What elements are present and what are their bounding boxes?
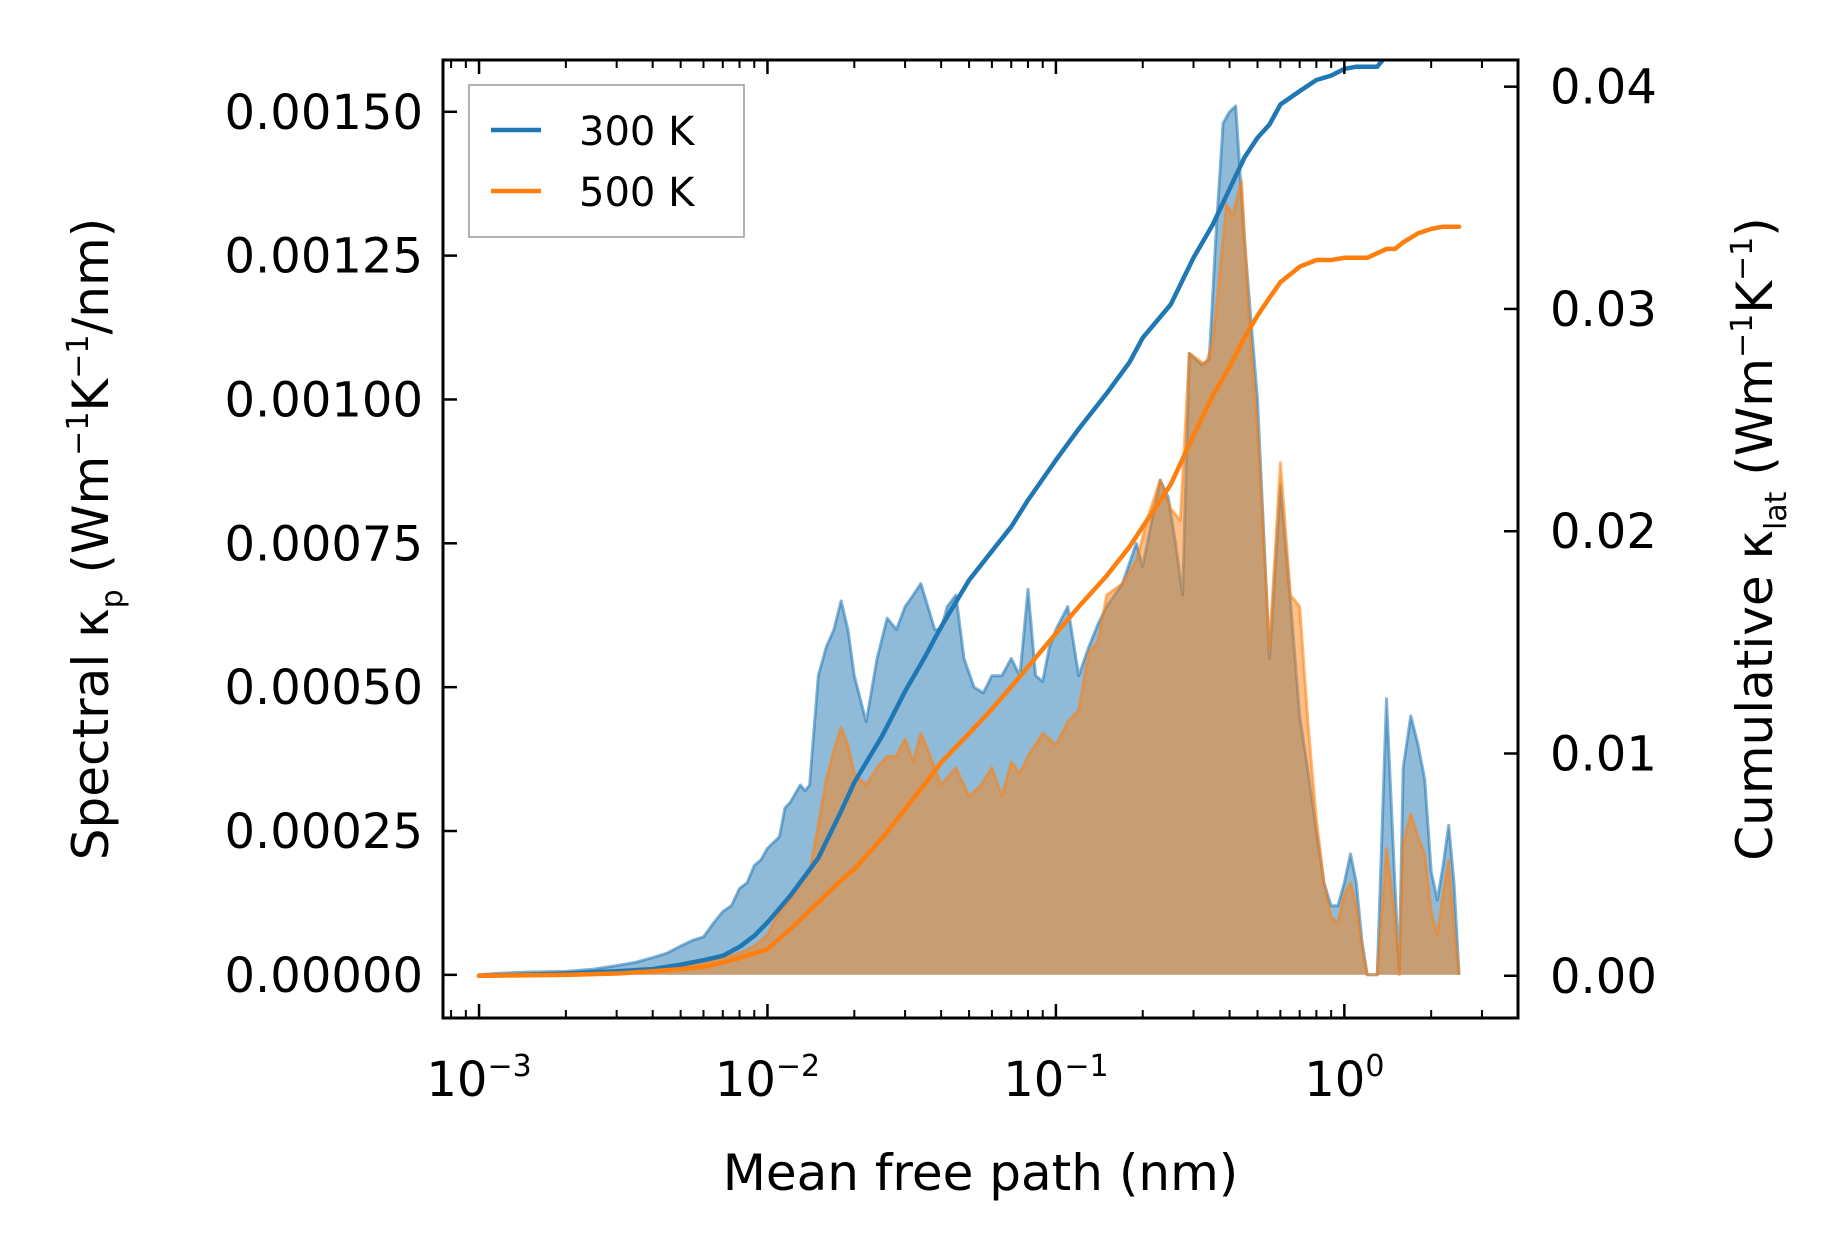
x-tick-label: 100 — [1304, 1049, 1384, 1108]
y-left-tick-label: 0.00050 — [225, 660, 424, 716]
y-right-tick-label: 0.02 — [1550, 504, 1657, 560]
y-right-axis-title: Cumulative κlat (Wm−1K−1) — [1725, 217, 1794, 861]
y-right-tick-label: 0.00 — [1550, 949, 1657, 1005]
y-left-tick-label: 0.00000 — [225, 948, 424, 1004]
y-right-axis-title-unit-open: (Wm — [1726, 358, 1784, 492]
y-right-axis-title-unit-close: ) — [1726, 217, 1784, 237]
y-left-axis-title-sub: p — [95, 589, 130, 608]
x-tick-base: 10 — [1003, 1052, 1064, 1108]
x-tick-exponent: −1 — [1064, 1049, 1108, 1084]
cumulative-line-300k — [476, 60, 1386, 979]
legend-label: 300 K — [579, 109, 696, 155]
y-left-axis-title-exp1: −1 — [61, 412, 96, 456]
x-tick-exponent: −3 — [487, 1049, 531, 1084]
x-tick-base: 10 — [426, 1052, 487, 1108]
y-left-axis-title-exp2: −1 — [61, 335, 96, 379]
x-axis-title: Mean free path (nm) — [723, 1144, 1239, 1202]
x-tick-label: 10−1 — [1003, 1049, 1108, 1108]
spectral-area-500k — [479, 180, 1460, 975]
y-right-tick-label: 0.01 — [1550, 726, 1657, 782]
spectral-outline-500k — [478, 179, 1461, 977]
axes-layer: 10−3 10−2 10−1 1000.000000.000250.000500.00… — [225, 58, 1657, 1108]
y-left-tick-label: 0.00125 — [225, 229, 424, 285]
y-left-axis-title-unit-mid: K — [62, 378, 120, 412]
y-left-tick-label: 0.00100 — [225, 372, 424, 428]
x-tick-base: 10 — [715, 1052, 776, 1108]
y-left-axis-title: Spectral κp (Wm−1K−1/nm) — [61, 218, 130, 860]
y-left-axis-title-prefix: Spectral κ — [62, 608, 120, 860]
y-left-axis-title-text: Spectral κp (Wm−1K−1/nm) — [61, 218, 130, 860]
x-tick-exponent: 0 — [1365, 1049, 1384, 1084]
plot-area — [476, 60, 1462, 979]
y-left-tick-label: 0.00075 — [225, 516, 424, 572]
x-tick-base: 10 — [1304, 1052, 1365, 1108]
y-right-axis-title-unit-mid: K — [1726, 280, 1784, 314]
legend-box — [468, 84, 745, 238]
spectral-outline-300k — [478, 104, 1461, 977]
y-right-axis-title-exp2: −1 — [1725, 237, 1760, 281]
y-left-axis-title-unit-close: /nm) — [62, 218, 120, 335]
x-tick-label: 10−3 — [426, 1049, 531, 1108]
legend: 300 K 500 K — [468, 84, 745, 238]
axes-frame — [441, 58, 1520, 1020]
x-tick-exponent: −2 — [776, 1049, 820, 1084]
x-tick-label: 10−2 — [715, 1049, 820, 1108]
y-right-axis-title-prefix: Cumulative κ — [1726, 530, 1784, 861]
axis-titles: Mean free path (nm)Spectral κp (Wm−1K−1/… — [61, 217, 1794, 1202]
y-left-tick-label: 0.00025 — [225, 804, 424, 860]
y-left-axis-title-unit-open: (Wm — [62, 456, 120, 590]
y-left-tick-label: 0.00150 — [225, 85, 424, 141]
legend-label: 500 K — [579, 170, 696, 216]
y-right-axis-title-text: Cumulative κlat (Wm−1K−1) — [1725, 217, 1794, 861]
y-right-axis-title-exp1: −1 — [1725, 314, 1760, 358]
cumulative-line-500k — [476, 224, 1462, 979]
y-right-tick-label: 0.04 — [1550, 60, 1657, 116]
y-right-tick-label: 0.03 — [1550, 282, 1657, 338]
y-right-axis-title-sub: lat — [1759, 491, 1794, 530]
